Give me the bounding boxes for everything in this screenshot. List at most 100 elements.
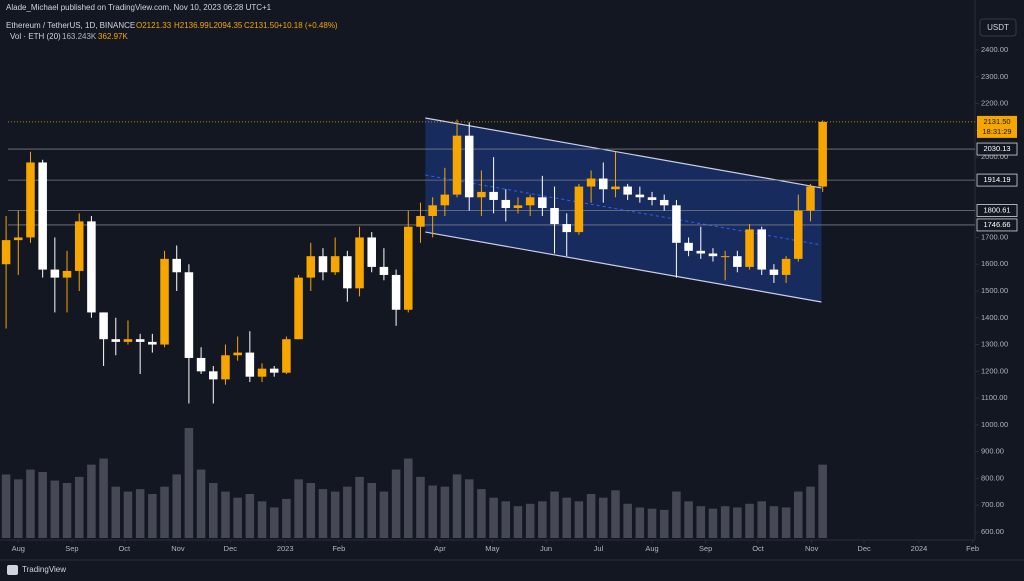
level-label: 2030.13 [983,144,1010,153]
candle-body [343,256,352,289]
volume-bar [209,483,218,538]
volume-bar [269,507,279,538]
candle-body [26,162,35,238]
x-tick-label: Dec [224,544,238,553]
volume-bar [428,485,437,538]
candle-body [221,355,230,380]
currency[interactable]: USDT [987,23,1009,32]
volume-bar [489,497,498,538]
volume-bar [720,506,730,538]
volume-bar [1,474,11,538]
volume-bar [635,507,645,538]
candle-body [745,229,754,267]
x-tick-label: Aug [12,544,25,553]
candle-body [440,194,450,206]
candle-body [160,258,169,345]
ohlc-open: O2121.33 [136,21,172,30]
candle-body [391,274,401,310]
currency-button[interactable] [979,18,1017,37]
volume-bar [769,506,779,538]
candle-body [562,224,571,233]
candle-body [209,371,218,380]
volume-bar [733,507,742,538]
volume-bar [781,507,791,538]
candle-body [525,197,535,206]
volume-bar [416,476,425,538]
candle-body [294,277,303,340]
volume-bar [184,428,194,538]
candle-body [757,229,766,270]
volume-bar [343,486,352,538]
candle-body [513,205,523,208]
candle-body [1,240,11,265]
volume-bar [379,491,389,538]
volume-bar [806,486,815,538]
candle-body [806,186,815,211]
volume-bar [26,469,35,538]
volume-bar [647,508,657,538]
volume-bar [294,479,303,538]
candle-body [611,186,620,190]
level-label: 1800.61 [983,205,1010,214]
volume-bar [574,501,584,538]
x-tick-label: Nov [171,544,185,553]
candle-body [135,339,145,342]
volume-bar [404,458,413,538]
y-tick-label: 1100.00 [981,393,1008,402]
candle-body [769,269,779,275]
volume-bar [562,497,571,538]
candle-body [708,253,718,257]
candle-body [123,339,133,342]
volume-bar [111,486,121,538]
y-tick-label: 1200.00 [981,366,1008,375]
candle-body [269,368,279,373]
candle-body [599,178,608,190]
volume-bar [38,472,47,538]
y-tick-label: 2400.00 [981,45,1008,54]
candle-body [733,256,742,267]
volume-bar [672,491,681,538]
channel-bottom [425,231,822,303]
volume-bar [148,494,157,538]
y-tick-label: 1700.00 [981,232,1008,241]
candle-body [647,197,657,200]
y-tick-label: 1300.00 [981,340,1008,349]
volume-bar [525,503,535,538]
volume-bar [282,498,291,538]
candle-body [538,197,547,208]
y-tick-label: 1600.00 [981,259,1008,268]
x-tick-label: 2024 [911,544,928,553]
candle-body [318,256,328,273]
volume-bar [196,469,206,538]
candle-body [257,368,267,377]
y-tick-label: 2200.00 [981,99,1008,108]
volume-bar [477,489,486,538]
volume-bar [172,474,181,538]
y-tick-label: 1400.00 [981,313,1008,322]
candle-body [282,339,291,373]
channel-top [425,117,822,189]
footer-brand: TradingView [22,565,66,574]
candle-body [148,341,157,345]
level-label-box [976,142,1018,156]
countdown: 18:31:29 [982,127,1011,136]
volume-bar [391,469,401,538]
x-tick-label: Nov [805,544,819,553]
plot: 600.00 700.00 800.00 900.00 1000.00 1100.00 12… [0,0,1018,553]
x-tick-label: Jul [594,544,604,553]
volume-value: 163.243K [62,32,97,41]
candle-body [574,186,584,233]
candle-body [306,256,316,278]
level-label: 1746.66 [983,220,1010,229]
candle-body [794,210,803,259]
volume-bar [14,479,23,538]
volume-bar [501,501,511,538]
volume-bar [708,508,718,538]
volume-bar [452,474,462,538]
candle-body [111,339,121,342]
candle-body [501,199,511,208]
candle-body [659,199,669,206]
volume-bar [318,489,328,538]
x-tick-label: 2023 [277,544,294,553]
